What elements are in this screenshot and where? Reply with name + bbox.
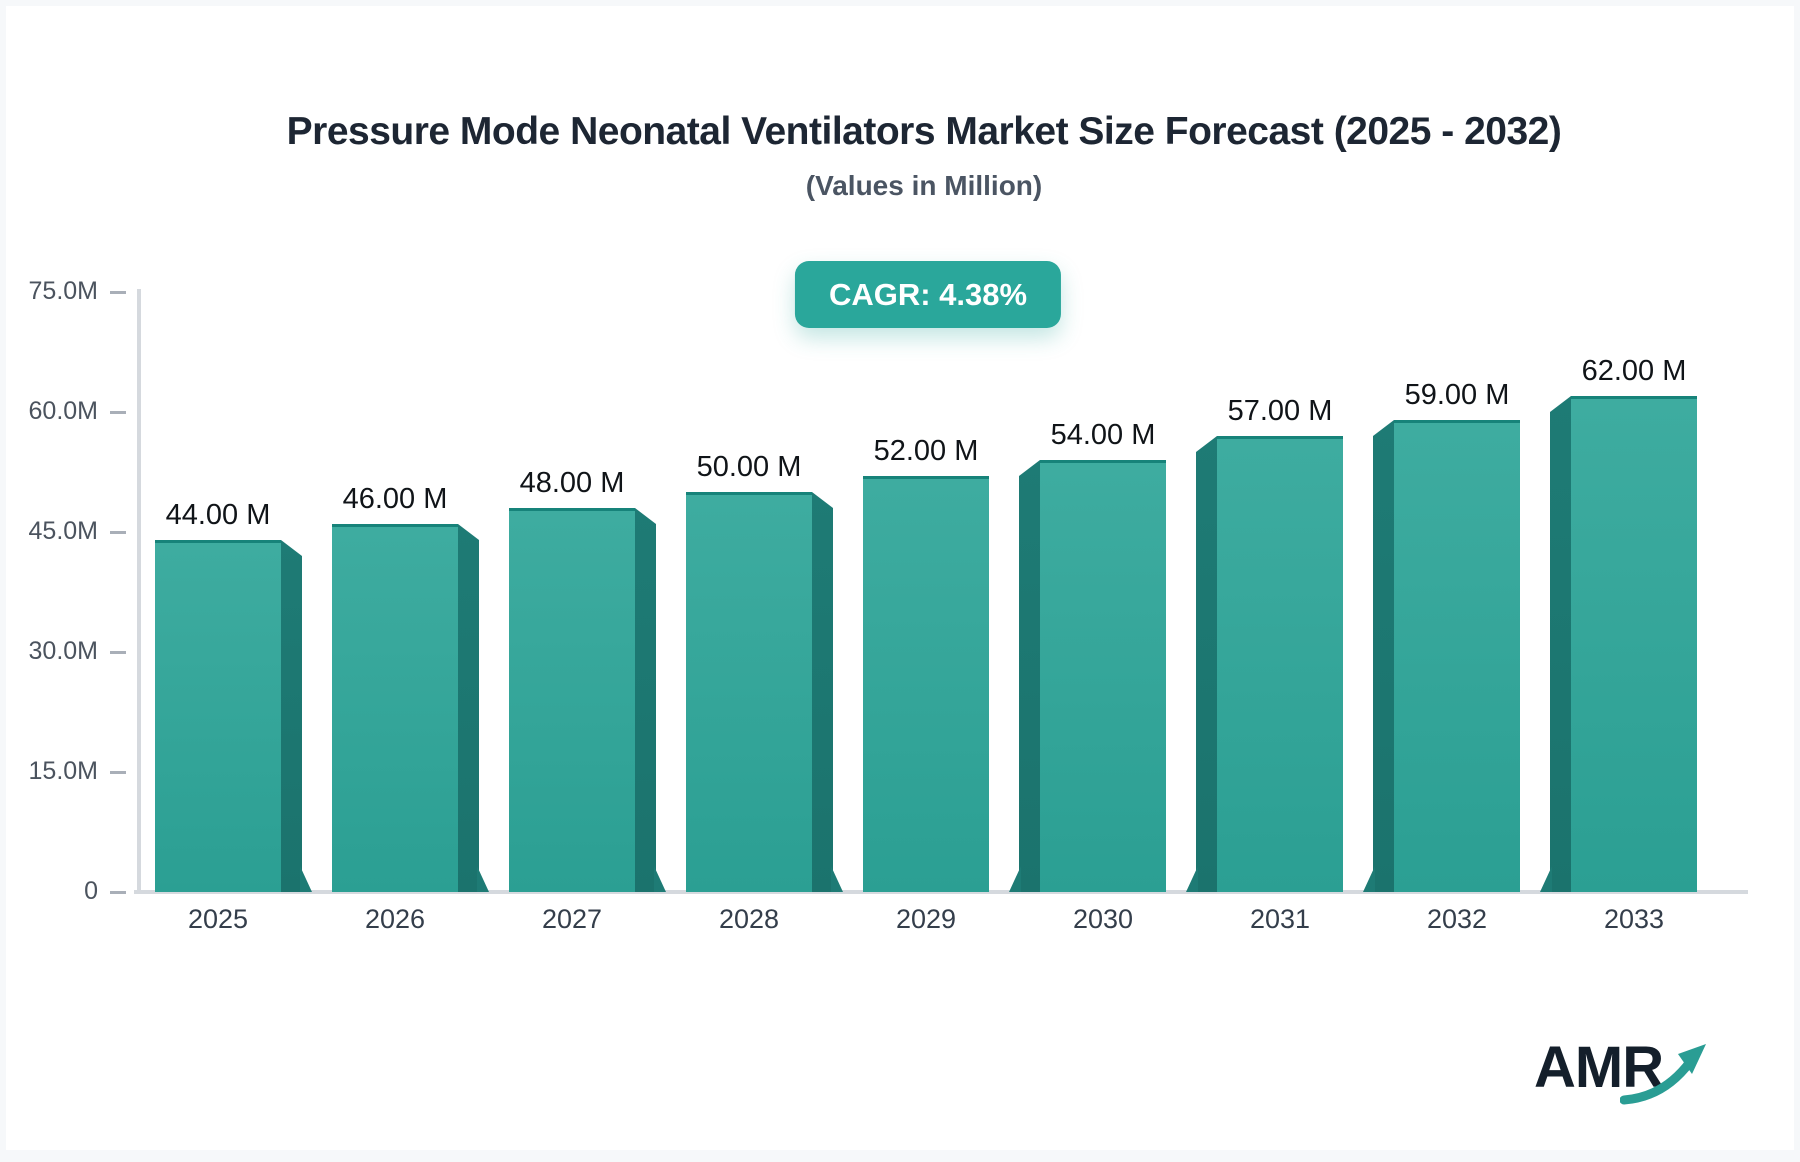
bar-2026[interactable] [332, 524, 489, 892]
x-tick-label: 2030 [1072, 904, 1134, 934]
chart-title: Pressure Mode Neonatal Ventilators Marke… [286, 110, 1562, 153]
y-tick-label: 60.0M [28, 397, 98, 425]
bar-side-shade [1550, 396, 1571, 892]
y-tick-label: 45.0M [28, 517, 98, 545]
x-tick-label: 2029 [895, 904, 957, 934]
y-tick-mark [110, 411, 126, 414]
bar-face[interactable] [155, 540, 281, 892]
bar-face[interactable] [863, 476, 989, 892]
bar-side-shade [812, 492, 833, 892]
y-tick-label: 0 [84, 877, 98, 905]
trend-up-arrow-icon [1620, 1044, 1706, 1105]
y-tick-mark [110, 651, 126, 654]
bar-value-label: 59.00 M [1404, 379, 1510, 411]
x-tick-label: 2031 [1249, 904, 1311, 934]
x-axis-baseline [134, 890, 1748, 894]
plot-area: 75.0M 60.0M 45.0M 30.0M 15.0M 0 44.00 M 2025 46.… [6, 6, 1800, 1162]
x-tick-label: 2027 [541, 904, 603, 934]
bar-2032[interactable] [1363, 420, 1520, 892]
x-tick-label: 2026 [364, 904, 426, 934]
bar-base-flare [477, 866, 489, 892]
bar-value-label: 50.00 M [696, 451, 802, 483]
y-tick-mark [110, 291, 126, 294]
bar-base-flare [654, 866, 666, 892]
bar-value-label: 57.00 M [1227, 395, 1333, 427]
logo-text: AMR [1534, 1035, 1664, 1100]
bar-2031[interactable] [1186, 436, 1343, 892]
y-tick-mark [110, 891, 126, 894]
y-tick-label: 75.0M [28, 277, 98, 305]
y-tick-mark [110, 771, 126, 774]
bar-face[interactable] [332, 524, 458, 892]
x-tick-label: 2028 [718, 904, 780, 934]
bar-face[interactable] [1394, 420, 1520, 892]
bar-2028[interactable] [686, 492, 843, 892]
bar-value-label: 46.00 M [342, 483, 448, 515]
y-tick-mark [110, 531, 126, 534]
bar-base-flare [300, 866, 312, 892]
bar-side-shade [1196, 436, 1217, 892]
bar-face[interactable] [1217, 436, 1343, 892]
bar-value-label: 48.00 M [519, 467, 625, 499]
bar-2033[interactable] [1540, 396, 1697, 892]
bar-side-shade [635, 508, 656, 892]
bar-value-label: 62.00 M [1581, 355, 1687, 387]
bar-face[interactable] [686, 492, 812, 892]
chart-card: Pressure Mode Neonatal Ventilators Marke… [6, 6, 1794, 1150]
bar-side-shade [1373, 420, 1394, 892]
chart-subtitle: (Values in Million) [805, 170, 1043, 201]
bar-side-shade [458, 524, 479, 892]
y-tick-label: 15.0M [28, 757, 98, 785]
bar-face[interactable] [1571, 396, 1697, 892]
bar-2029[interactable] [863, 476, 989, 892]
bar-2030[interactable] [1009, 460, 1166, 892]
bar-2025[interactable] [155, 540, 312, 892]
x-tick-label: 2025 [187, 904, 249, 934]
x-tick-label: 2032 [1426, 904, 1488, 934]
bar-side-shade [1019, 460, 1040, 892]
bar-face[interactable] [1040, 460, 1166, 892]
x-tick-label: 2033 [1603, 904, 1665, 934]
bar-side-shade [281, 540, 302, 892]
bar-value-label: 44.00 M [165, 499, 271, 531]
bar-value-label: 54.00 M [1050, 419, 1156, 451]
bar-base-flare [831, 866, 843, 892]
bar-2027[interactable] [509, 508, 666, 892]
y-tick-label: 30.0M [28, 637, 98, 665]
y-axis-line [137, 289, 141, 892]
amr-logo: AMR [1534, 1034, 1724, 1124]
cagr-badge: CAGR: 4.38% [794, 261, 1062, 328]
bar-base-flare [1009, 866, 1021, 892]
bar-face[interactable] [509, 508, 635, 892]
bar-value-label: 52.00 M [873, 435, 979, 467]
